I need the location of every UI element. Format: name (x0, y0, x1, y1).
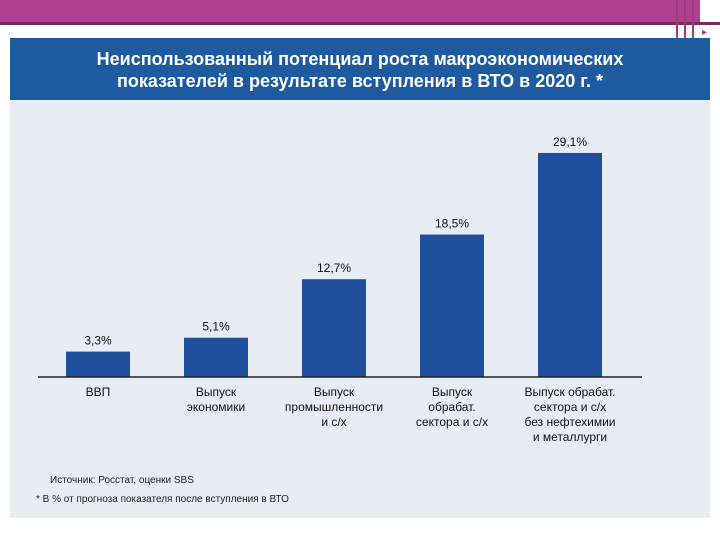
data-label: 3,3% (84, 334, 112, 348)
title-line-1: Неиспользованный потенциал роста макроэк… (96, 49, 624, 69)
category-label: и металлурги (533, 430, 607, 444)
title-banner: Неиспользованный потенциал роста макроэк… (10, 38, 710, 100)
bar (420, 234, 484, 377)
decor-vertical-line (692, 0, 694, 45)
category-label: сектора и с/х (416, 415, 488, 429)
bar (66, 351, 130, 377)
category-label: Выпуск (432, 385, 473, 399)
top-decor-line (0, 22, 720, 25)
bar (538, 152, 602, 377)
data-label: 18,5% (435, 217, 469, 231)
category-label: сектора и с/х (534, 400, 606, 414)
bar (302, 279, 366, 377)
category-label: ВВП (86, 385, 111, 399)
slide-panel: Неиспользованный потенциал роста макроэк… (10, 38, 710, 518)
category-label: промышленности (285, 400, 383, 414)
category-label: Выпуск (196, 385, 237, 399)
category-label: обрабат. (428, 400, 475, 414)
top-decor-bar (0, 0, 700, 22)
decor-vertical-line (676, 0, 678, 45)
bar-chart: 3,3%ВВП5,1%Выпускэкономики12,7%Выпускпро… (38, 135, 642, 444)
bar (184, 337, 248, 377)
slide-title: Неиспользованный потенциал роста макроэк… (10, 48, 710, 92)
data-label: 5,1% (202, 320, 230, 334)
category-label: экономики (187, 400, 245, 414)
corner-marker-icon: ▸ (702, 27, 708, 38)
category-label: Выпуск (314, 385, 355, 399)
category-label: и с/х (321, 415, 346, 429)
title-line-2: показателей в результате вступления в ВТ… (116, 71, 603, 91)
decor-vertical-line (684, 0, 686, 45)
category-label: без нефтехимии (524, 415, 615, 429)
source-note: Источник: Росстат, оценки SBS (50, 475, 194, 486)
data-label: 12,7% (317, 261, 351, 275)
category-label: Выпуск обрабат. (525, 385, 616, 399)
data-label: 29,1% (553, 135, 587, 149)
footnote: * В % от прогноза показателя после вступ… (36, 494, 289, 505)
